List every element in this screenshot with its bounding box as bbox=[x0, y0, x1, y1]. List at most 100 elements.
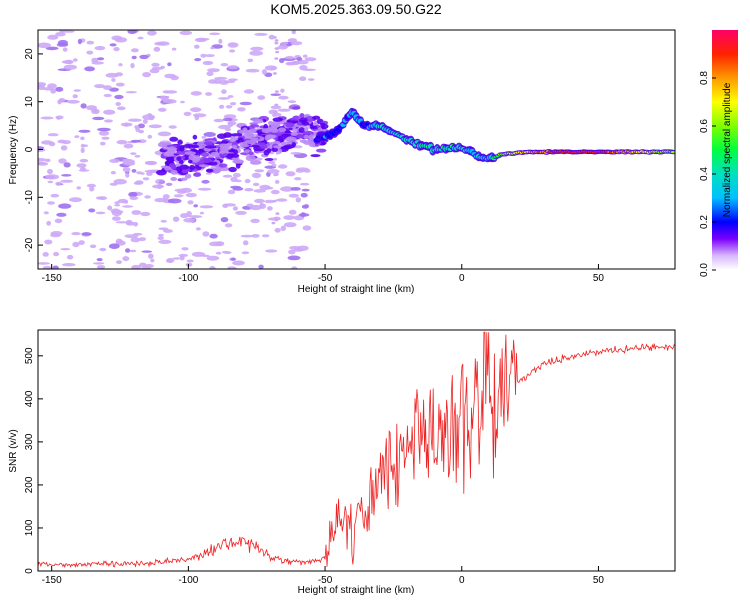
spectrogram-cell bbox=[294, 177, 302, 181]
spectrogram-cell bbox=[55, 181, 62, 186]
spectrogram-cell bbox=[265, 134, 277, 138]
spectrogram-cell bbox=[270, 189, 280, 195]
spectrogram-cell bbox=[283, 215, 296, 221]
spectrogram-cell bbox=[221, 89, 227, 94]
spectrogram-cell bbox=[203, 141, 214, 146]
spectrogram-cell bbox=[84, 66, 95, 72]
spectrogram-cell bbox=[301, 121, 310, 126]
spectrogram-cell bbox=[151, 62, 160, 67]
spectrogram-cell bbox=[206, 255, 220, 261]
spectrogram-cell bbox=[192, 134, 198, 140]
spectrogram-cell bbox=[191, 144, 200, 149]
spectrogram-cell bbox=[164, 73, 177, 79]
spectrogram-cell bbox=[148, 124, 162, 129]
spectrogram-cell bbox=[186, 211, 192, 217]
spectrogram-cell bbox=[270, 105, 282, 110]
spectrogram-cell bbox=[302, 131, 311, 136]
spectrogram-cell bbox=[52, 265, 59, 269]
y-tick-label: 500 bbox=[24, 347, 35, 364]
x-tick-label: 50 bbox=[593, 273, 605, 284]
spectrogram-cell bbox=[159, 95, 169, 100]
snr-y-ticks: 0 100 200 300 400 500 bbox=[24, 347, 43, 574]
spectrogram-cell bbox=[273, 145, 282, 149]
spectrogram-cell bbox=[296, 167, 309, 172]
spectrogram-cell bbox=[46, 220, 52, 226]
spectrogram-cell bbox=[96, 258, 103, 262]
spectrogram-cell bbox=[78, 240, 85, 246]
colorbar-tick-label: 0.6 bbox=[699, 119, 710, 133]
spectrogram-cell bbox=[45, 174, 60, 180]
spectrogram-cell bbox=[86, 183, 96, 188]
spectrogram-cell bbox=[38, 158, 47, 162]
spectrogram-cell bbox=[253, 189, 266, 193]
spectrogram-cell bbox=[202, 60, 214, 66]
spectrogram-cell bbox=[253, 118, 264, 124]
spectrogram-cell bbox=[235, 162, 241, 169]
spectrogram-cell bbox=[268, 161, 276, 164]
spectrogram-cell bbox=[91, 108, 98, 114]
spectrogram-cell bbox=[280, 186, 294, 192]
spectrogram-cell bbox=[169, 136, 179, 142]
colorbar-tick-label: 0.8 bbox=[699, 71, 710, 85]
spectrogram-cell bbox=[59, 30, 66, 33]
spectrogram-cell bbox=[230, 257, 236, 261]
spectrogram-cell bbox=[125, 91, 137, 94]
spectrogram-cell bbox=[250, 124, 260, 128]
spectrogram-cell bbox=[107, 205, 113, 211]
spectrogram-cell bbox=[61, 60, 74, 64]
spectrogram-cell bbox=[80, 147, 85, 153]
spectrogram-cell bbox=[115, 240, 126, 246]
spectrogram-cell bbox=[310, 154, 321, 158]
spectrogram-cell bbox=[109, 43, 117, 47]
spectrogram-cell bbox=[137, 123, 145, 129]
spectrogram-cell bbox=[170, 177, 178, 181]
spectrogram-cell bbox=[45, 158, 51, 163]
spectrogram-cell bbox=[274, 179, 280, 184]
spectrogram-cell bbox=[245, 139, 257, 144]
spectrogram-cell bbox=[247, 58, 254, 63]
spectrogram-cell bbox=[251, 234, 260, 238]
spectrogram-cell bbox=[76, 163, 87, 168]
spectrogram-cell bbox=[47, 168, 53, 175]
spectrogram-cell bbox=[97, 127, 111, 132]
spectrogram-cell bbox=[134, 125, 140, 129]
spectrogram-cell bbox=[86, 50, 94, 55]
spectrogram-cell bbox=[114, 204, 121, 207]
spectrogram-cell bbox=[245, 155, 256, 162]
spectrogram-cell bbox=[97, 57, 105, 61]
spectrogram-cell bbox=[273, 158, 278, 161]
spectrogram-cell bbox=[277, 164, 288, 169]
spectrogram-cell bbox=[278, 95, 289, 100]
spectrogram-cell bbox=[265, 249, 278, 253]
spectrogram-cell bbox=[274, 57, 279, 60]
spectrogram-cell bbox=[204, 54, 215, 58]
spectrogram-cell bbox=[208, 79, 218, 84]
spectrogram-cell bbox=[194, 44, 200, 49]
spectrogram-cell bbox=[162, 194, 170, 200]
spectrogram-cell bbox=[179, 164, 190, 170]
spectrogram-cell bbox=[218, 38, 223, 44]
y-tick-label: 200 bbox=[24, 476, 35, 493]
spectrogram-cell bbox=[142, 72, 152, 78]
spectrogram-cell bbox=[272, 72, 277, 75]
spectrogram-cell bbox=[291, 30, 296, 35]
spectrogram-cell bbox=[113, 47, 120, 52]
spectrogram-cell bbox=[42, 87, 54, 91]
spectrogram-cell bbox=[50, 193, 60, 198]
x-tick-label: -100 bbox=[178, 575, 198, 586]
spectrogram-cell bbox=[133, 181, 142, 185]
spectrogram-cell bbox=[157, 131, 172, 137]
spectrogram-cell bbox=[205, 92, 213, 96]
figure-title: KOM5.2025.363.09.50.G22 bbox=[270, 1, 441, 17]
y-tick-label: 300 bbox=[24, 433, 35, 450]
spectrogram-cell bbox=[123, 143, 134, 149]
spectrogram-cell bbox=[240, 234, 254, 238]
spectrogram-cell bbox=[232, 159, 244, 164]
spectrogram-cell bbox=[209, 233, 218, 239]
spectrogram-cell bbox=[149, 68, 160, 74]
spectrogram-cell bbox=[73, 89, 81, 92]
y-tick-label: -20 bbox=[24, 237, 35, 252]
spectrogram-cell bbox=[56, 116, 61, 120]
spectrogram-cell bbox=[61, 140, 71, 145]
spectrogram-cell bbox=[316, 148, 327, 153]
